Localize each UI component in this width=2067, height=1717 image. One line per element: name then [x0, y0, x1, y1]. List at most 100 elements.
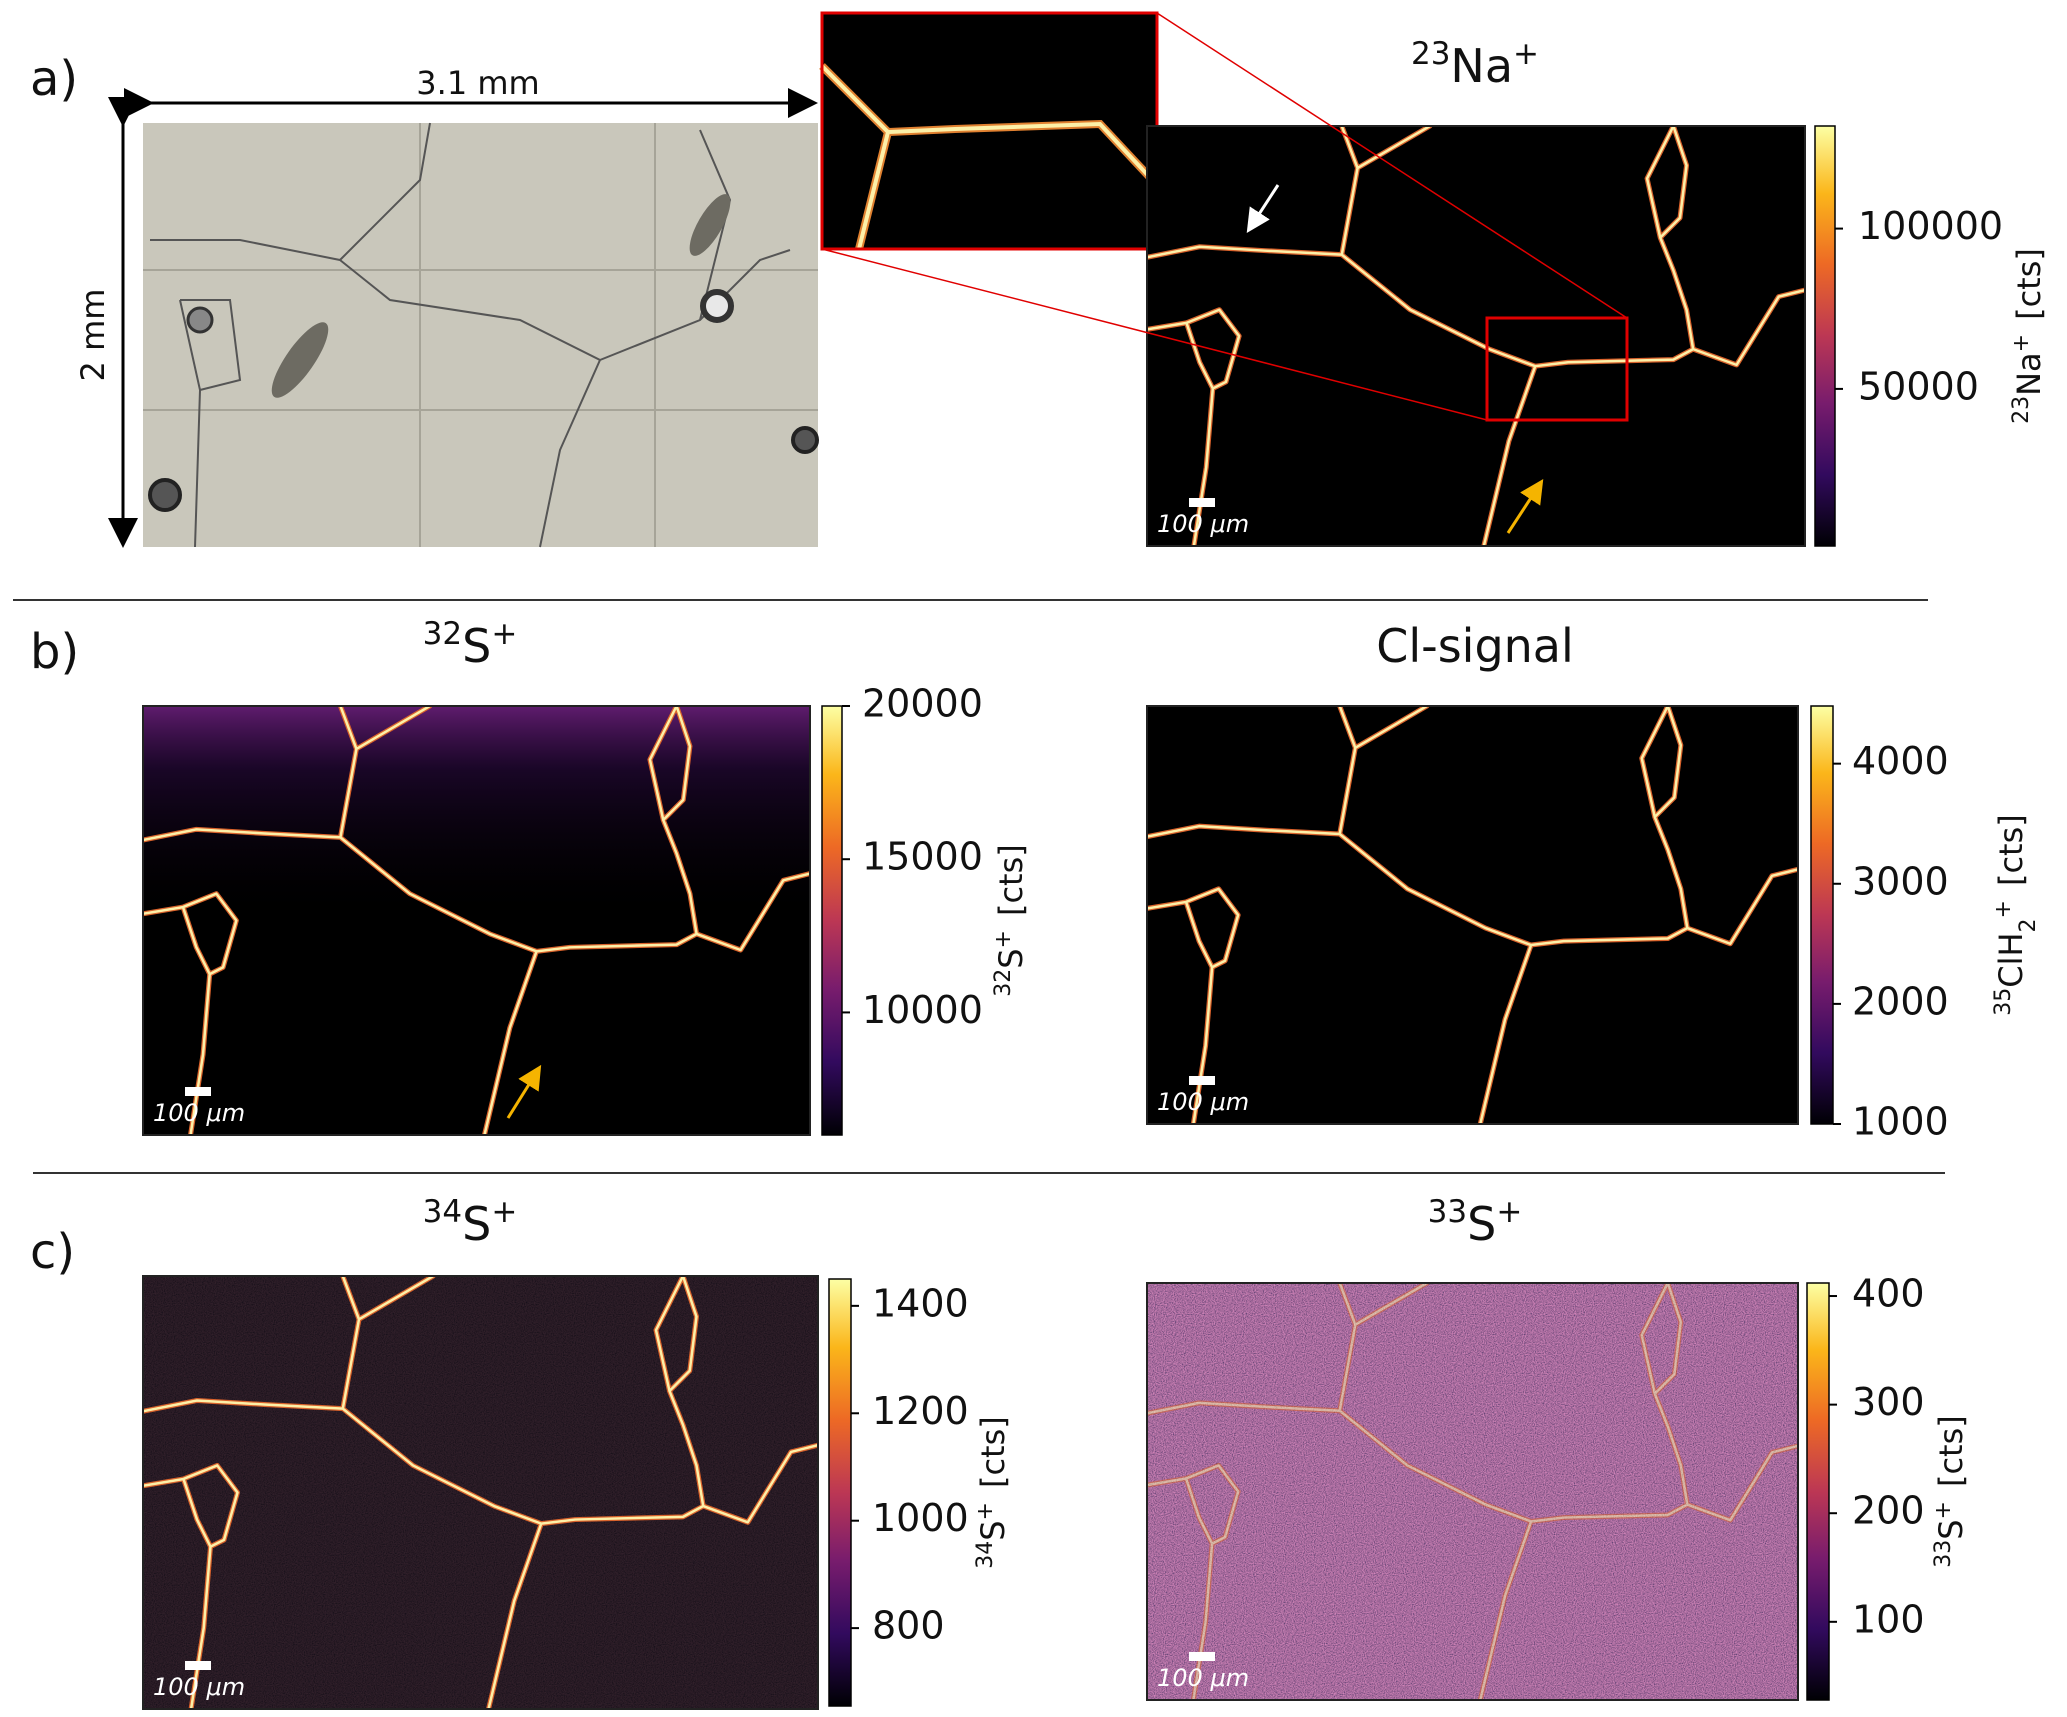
colorbar-tick-label: 3000: [1852, 859, 1949, 903]
title: 23Na+ [cts]: [2009, 248, 2049, 424]
element: Na: [2010, 352, 2048, 396]
scale-bar-label: 100 μm: [1157, 510, 1249, 538]
unit: [cts]: [1932, 1415, 1970, 1487]
map-noise: [1147, 1283, 1798, 1700]
mass-number: 23: [1411, 36, 1450, 72]
colorbar-tick-label: 300: [1852, 1380, 1925, 1424]
colorbar-tick-label: 1000: [1852, 1100, 1949, 1144]
unit: [cts]: [2010, 248, 2048, 320]
colorbar: [828, 1278, 852, 1707]
element: S: [462, 1197, 491, 1251]
zoom-connector: [1156, 12, 1628, 319]
charge: +: [991, 930, 1016, 948]
arrow: [1246, 184, 1280, 234]
charge: +: [1931, 1501, 1956, 1519]
colorbar: [821, 705, 843, 1136]
colorbar-tick-label: 800: [872, 1604, 945, 1648]
mass-number: 34: [423, 1194, 462, 1230]
colorbar-tick-label: 4000: [1852, 739, 1949, 783]
ion-map-panel: 100 μm Cl-signal 1000 2000 3000 4000 35ClH2+ [c…: [1146, 619, 2041, 1144]
title: 23Na+: [1411, 36, 1539, 93]
title: 32S+ [cts]: [991, 844, 1031, 997]
map-frame: [1146, 1282, 1799, 1701]
map-background: [1147, 706, 1798, 1124]
mass-number: 32: [423, 616, 462, 652]
map-frame: [142, 1275, 819, 1710]
map-frame: [142, 705, 811, 1136]
colorbar-tick-label: 400: [1852, 1272, 1925, 1316]
charge: +: [1513, 36, 1539, 72]
mass-number: 33: [1931, 1540, 1956, 1568]
scale-bar-label: 100 μm: [1157, 1088, 1249, 1116]
mass-number: 35: [1991, 988, 2016, 1016]
unit: [cts]: [974, 1416, 1012, 1488]
title: 33S+ [cts]: [1931, 1415, 1971, 1568]
scale-bar: [1189, 498, 1215, 507]
scale-bar-label: 100 μm: [1157, 1664, 1249, 1692]
colorbar-tick-label: 100: [1852, 1597, 1925, 1641]
panel-label: c): [30, 1224, 75, 1280]
colorbar-tick-label: 2000: [1852, 979, 1949, 1023]
title: 33S+: [1428, 1194, 1523, 1251]
colorbar: [1814, 125, 1836, 547]
panel-label: b): [30, 624, 79, 680]
element: S: [1467, 1197, 1496, 1251]
element: S: [462, 619, 491, 673]
scale-bar: [185, 1661, 211, 1670]
title: 35ClH2+ [cts]: [1991, 814, 2041, 1016]
charge: +: [973, 1502, 998, 1520]
colorbar-tick-label: 1400: [872, 1281, 969, 1325]
mass-number: 34: [973, 1541, 998, 1569]
charge: +: [2009, 334, 2034, 352]
colorbar-tick-label: 15000: [862, 835, 983, 879]
mass-number: 32: [991, 969, 1016, 997]
arrow: [506, 1064, 542, 1119]
subscript: 2: [2016, 918, 2041, 932]
mass-number: 23: [2009, 396, 2034, 424]
element: Na: [1450, 39, 1513, 93]
colorbar-tick-label: 20000: [862, 682, 983, 726]
colorbar-tick-label: 100000: [1858, 204, 2003, 248]
colorbar-tick-label: 1200: [872, 1389, 969, 1433]
zoom-box: [1485, 316, 1629, 422]
scale-bar: [1189, 1652, 1215, 1661]
element: S: [992, 948, 1030, 968]
zoom-inset: [819, 11, 1160, 251]
charge: +: [1991, 900, 2016, 918]
colorbar: [1810, 705, 1834, 1125]
arrow: [1506, 478, 1544, 534]
height-label: 2 mm: [74, 289, 112, 382]
colorbar: [1806, 1282, 1830, 1701]
title-text: Cl-signal: [1376, 619, 1574, 673]
mass-number: 33: [1428, 1194, 1467, 1230]
panel-label: a): [30, 51, 78, 107]
map-frame: [1146, 125, 1806, 547]
charge: +: [491, 1194, 517, 1230]
title: Cl-signal: [1376, 619, 1574, 673]
unit: [cts]: [992, 844, 1030, 916]
map-background: [1147, 126, 1805, 546]
scale-bar-label: 100 μm: [153, 1099, 245, 1127]
title: 32S+: [423, 616, 518, 673]
charge: +: [491, 616, 517, 652]
colorbar-tick-label: 10000: [862, 988, 983, 1032]
map-haze: [143, 706, 810, 1135]
zoom-connector: [821, 248, 1488, 421]
colorbar-tick-label: 1000: [872, 1496, 969, 1540]
map-frame: [1146, 705, 1799, 1125]
scale-bar: [185, 1087, 211, 1096]
element: S: [1932, 1519, 1970, 1539]
element: S: [974, 1520, 1012, 1540]
title: 34S+: [423, 1194, 518, 1251]
title: 34S+ [cts]: [973, 1416, 1013, 1569]
element: ClH: [1992, 932, 2030, 987]
map-noise: [143, 1276, 818, 1709]
scale-bar-label: 100 μm: [153, 1673, 245, 1701]
charge: +: [1496, 1194, 1522, 1230]
